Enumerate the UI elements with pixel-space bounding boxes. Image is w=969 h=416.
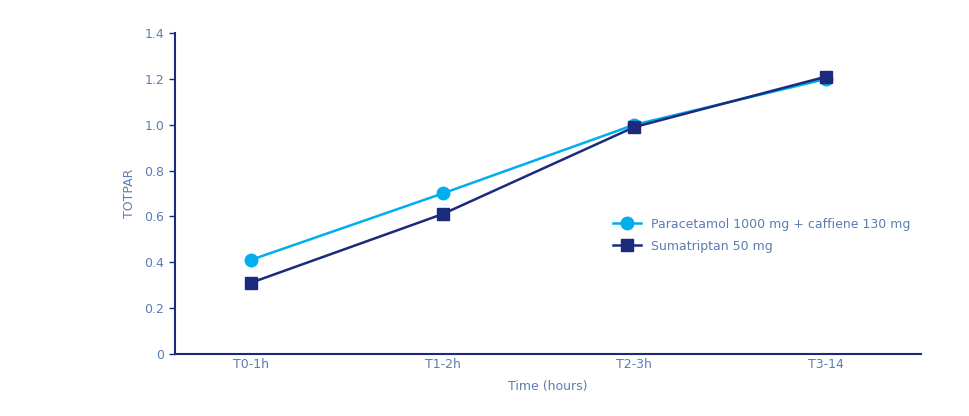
Paracetamol 1000 mg + caffiene 130 mg (436, 191, 448, 196)
Y-axis label: TOTPAR: TOTPAR (123, 169, 136, 218)
Paracetamol 1000 mg + caffiene 130 mg (819, 77, 830, 82)
X-axis label: Time (hours): Time (hours) (508, 380, 587, 393)
Line: Paracetamol 1000 mg + caffiene 130 mg: Paracetamol 1000 mg + caffiene 130 mg (245, 73, 831, 266)
Line: Sumatriptan 50 mg: Sumatriptan 50 mg (245, 71, 830, 288)
Legend: Paracetamol 1000 mg + caffiene 130 mg, Sumatriptan 50 mg: Paracetamol 1000 mg + caffiene 130 mg, S… (608, 213, 915, 258)
Sumatriptan 50 mg (628, 124, 640, 129)
Paracetamol 1000 mg + caffiene 130 mg (245, 257, 257, 262)
Sumatriptan 50 mg (819, 74, 830, 79)
Sumatriptan 50 mg (436, 211, 448, 216)
Paracetamol 1000 mg + caffiene 130 mg (628, 122, 640, 127)
Sumatriptan 50 mg (245, 280, 257, 285)
